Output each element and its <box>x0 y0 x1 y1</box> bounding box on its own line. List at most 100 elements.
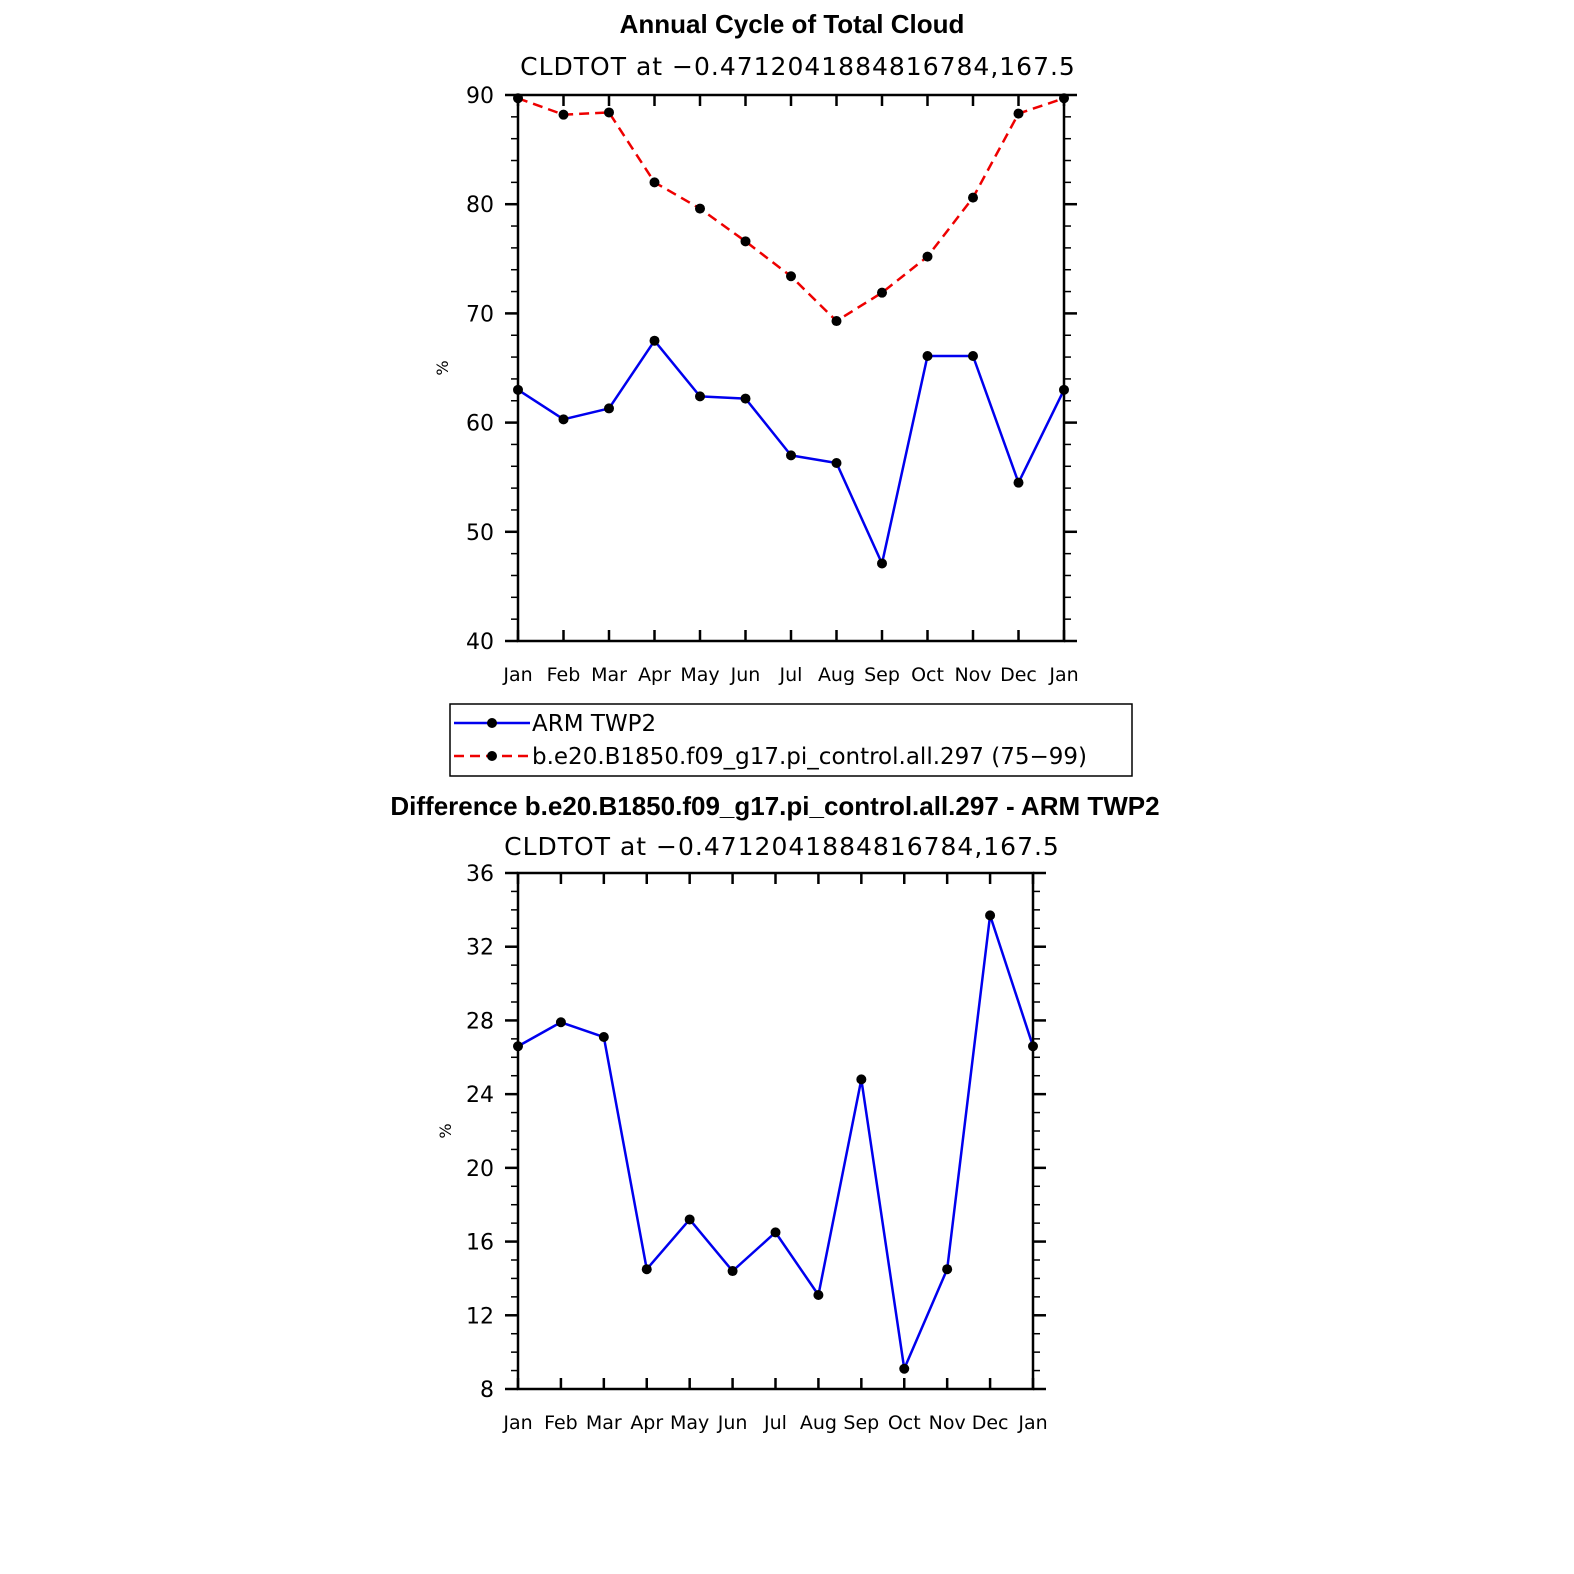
annual-cycle-series-0-point <box>786 450 796 461</box>
annual-cycle-x-tick-labels: Jan Feb Mar Apr May Jun Jul Aug Sep Oct Nov Dec Jan <box>502 664 1078 686</box>
difference-y-tick-labels: 8 12 16 20 24 28 32 36 <box>466 862 494 1403</box>
difference-subtitle: CLDTOT at −0.4712041884816784,167.5 <box>504 832 1060 861</box>
legend-label-arm-twp2: ARM TWP2 <box>532 711 656 737</box>
annual-cycle-series-1-point <box>649 177 660 188</box>
annual-cycle-series-0-point <box>558 414 569 425</box>
difference-series-0-point <box>856 1074 867 1085</box>
annual-cycle-series-0-point <box>604 403 614 414</box>
annual-cycle-x-tick-label: Apr <box>638 664 671 686</box>
annual-cycle-series-1-point <box>740 236 751 247</box>
annual-cycle-x-tick-label: Jan <box>502 664 532 686</box>
difference-y-tick-label: 20 <box>466 1157 494 1182</box>
difference-ticks <box>505 871 1046 1391</box>
difference-panel: Difference b.e20.B1850.f09_g17.pi_contro… <box>390 791 1159 1434</box>
difference-x-tick-label: Mar <box>586 1412 622 1434</box>
annual-cycle-series-0-point <box>695 391 705 402</box>
annual-cycle-x-tick-label: Mar <box>591 664 627 686</box>
legend-entry-model: b.e20.B1850.f09_g17.pi_control.all.297 (… <box>454 744 1087 770</box>
annual-cycle-series-0-point <box>1013 477 1024 488</box>
annual-cycle-series-line-1 <box>517 97 1065 323</box>
annual-cycle-series-0-point <box>649 335 660 346</box>
annual-cycle-series-0-point <box>877 558 887 569</box>
legend-marker-model <box>487 751 497 761</box>
annual-cycle-series-1-point <box>558 109 569 120</box>
difference-series-0-point <box>598 1032 609 1043</box>
difference-x-tick-label: Feb <box>544 1412 578 1434</box>
difference-series-0-point <box>770 1227 781 1238</box>
annual-cycle-x-tick-label: Nov <box>954 664 991 686</box>
annual-cycle-series-1-point <box>877 287 887 298</box>
annual-cycle-series <box>513 93 1069 569</box>
difference-series-0-point <box>942 1264 953 1275</box>
difference-x-tick-label: Aug <box>800 1412 837 1434</box>
annual-cycle-series-0-point <box>968 350 978 361</box>
annual-cycle-x-tick-label: Dec <box>1000 664 1037 686</box>
annual-cycle-series-0-point <box>740 393 751 404</box>
difference-x-tick-label: Jun <box>717 1412 748 1434</box>
annual-cycle-x-tick-label: Feb <box>547 664 581 686</box>
annual-cycle-y-tick-label: 70 <box>466 302 494 327</box>
difference-x-tick-label: Jan <box>502 1412 532 1434</box>
difference-series-0-point <box>985 910 996 921</box>
legend-box <box>449 703 1133 777</box>
annual-cycle-x-tick-label: Oct <box>911 664 944 686</box>
legend-label-model: b.e20.B1850.f09_g17.pi_control.all.297 (… <box>532 744 1087 770</box>
difference-x-tick-label: Sep <box>843 1412 879 1434</box>
legend: ARM TWP2 b.e20.B1850.f09_g17.pi_control.… <box>449 703 1133 777</box>
difference-series-line-0 <box>517 914 1035 1370</box>
annual-cycle-y-tick-label: 40 <box>466 630 494 655</box>
annual-cycle-y-tick-labels: 40 50 60 70 80 90 <box>466 84 494 655</box>
annual-cycle-series-1-point <box>968 192 978 203</box>
annual-cycle-series-1-point <box>1013 108 1024 119</box>
annual-cycle-y-tick-label: 80 <box>466 193 494 218</box>
difference-plot-frame <box>516 871 1035 1391</box>
difference-series-0-point <box>684 1214 695 1225</box>
difference-x-tick-label: Oct <box>888 1412 921 1434</box>
annual-cycle-x-tick-label: Jan <box>1048 664 1078 686</box>
legend-entry-arm-twp2: ARM TWP2 <box>454 711 656 737</box>
difference-y-tick-label: 36 <box>466 862 494 887</box>
annual-cycle-panel: Annual Cycle of Total Cloud CLDTOT at −0… <box>433 9 1079 686</box>
difference-x-tick-label: Dec <box>972 1412 1009 1434</box>
annual-cycle-title: Annual Cycle of Total Cloud <box>620 9 965 39</box>
difference-y-tick-label: 24 <box>466 1083 494 1108</box>
annual-cycle-y-tick-label: 90 <box>466 84 494 109</box>
difference-x-tick-label: Apr <box>630 1412 663 1434</box>
legend-marker-arm-twp2 <box>487 718 497 728</box>
difference-series-0-point <box>641 1264 652 1275</box>
difference-x-tick-label: May <box>670 1412 709 1434</box>
annual-cycle-x-tick-label: Sep <box>864 664 900 686</box>
annual-cycle-series-0-point <box>922 350 933 361</box>
annual-cycle-x-tick-label: May <box>680 664 719 686</box>
difference-series-0-point <box>813 1290 824 1301</box>
difference-series-0-point <box>899 1363 910 1374</box>
annual-cycle-x-tick-label: Jul <box>779 664 803 686</box>
difference-y-tick-label: 8 <box>480 1378 494 1403</box>
annual-cycle-plot-frame <box>516 93 1066 643</box>
difference-x-tick-labels: Jan Feb Mar Apr May Jun Jul Aug Sep Oct Nov Dec Jan <box>502 1412 1047 1434</box>
annual-cycle-x-tick-label: Aug <box>818 664 855 686</box>
annual-cycle-ticks <box>505 93 1077 643</box>
difference-series-0-point <box>727 1266 738 1277</box>
annual-cycle-series-1-point <box>922 251 933 262</box>
annual-cycle-y-tick-label: 60 <box>466 412 494 437</box>
difference-y-tick-label: 28 <box>466 1009 494 1034</box>
difference-y-tick-label: 16 <box>466 1231 494 1256</box>
annual-cycle-series-1-point <box>786 271 796 282</box>
difference-x-tick-label: Nov <box>929 1412 966 1434</box>
annual-cycle-y-axis-label: % <box>433 360 452 375</box>
difference-y-tick-label: 12 <box>466 1304 494 1329</box>
difference-title: Difference b.e20.B1850.f09_g17.pi_contro… <box>390 791 1159 821</box>
difference-y-axis-label: % <box>436 1123 455 1138</box>
difference-y-tick-label: 32 <box>466 936 494 961</box>
annual-cycle-series-1-point <box>604 107 614 118</box>
annual-cycle-series-1-point <box>831 316 842 327</box>
difference-series <box>513 910 1038 1374</box>
difference-x-tick-label: Jul <box>763 1412 787 1434</box>
annual-cycle-series-1-point <box>695 203 705 214</box>
annual-cycle-series-0-point <box>831 458 842 469</box>
annual-cycle-x-tick-label: Jun <box>730 664 761 686</box>
difference-series-0-point <box>555 1017 566 1028</box>
annual-cycle-subtitle: CLDTOT at −0.4712041884816784,167.5 <box>520 52 1076 81</box>
